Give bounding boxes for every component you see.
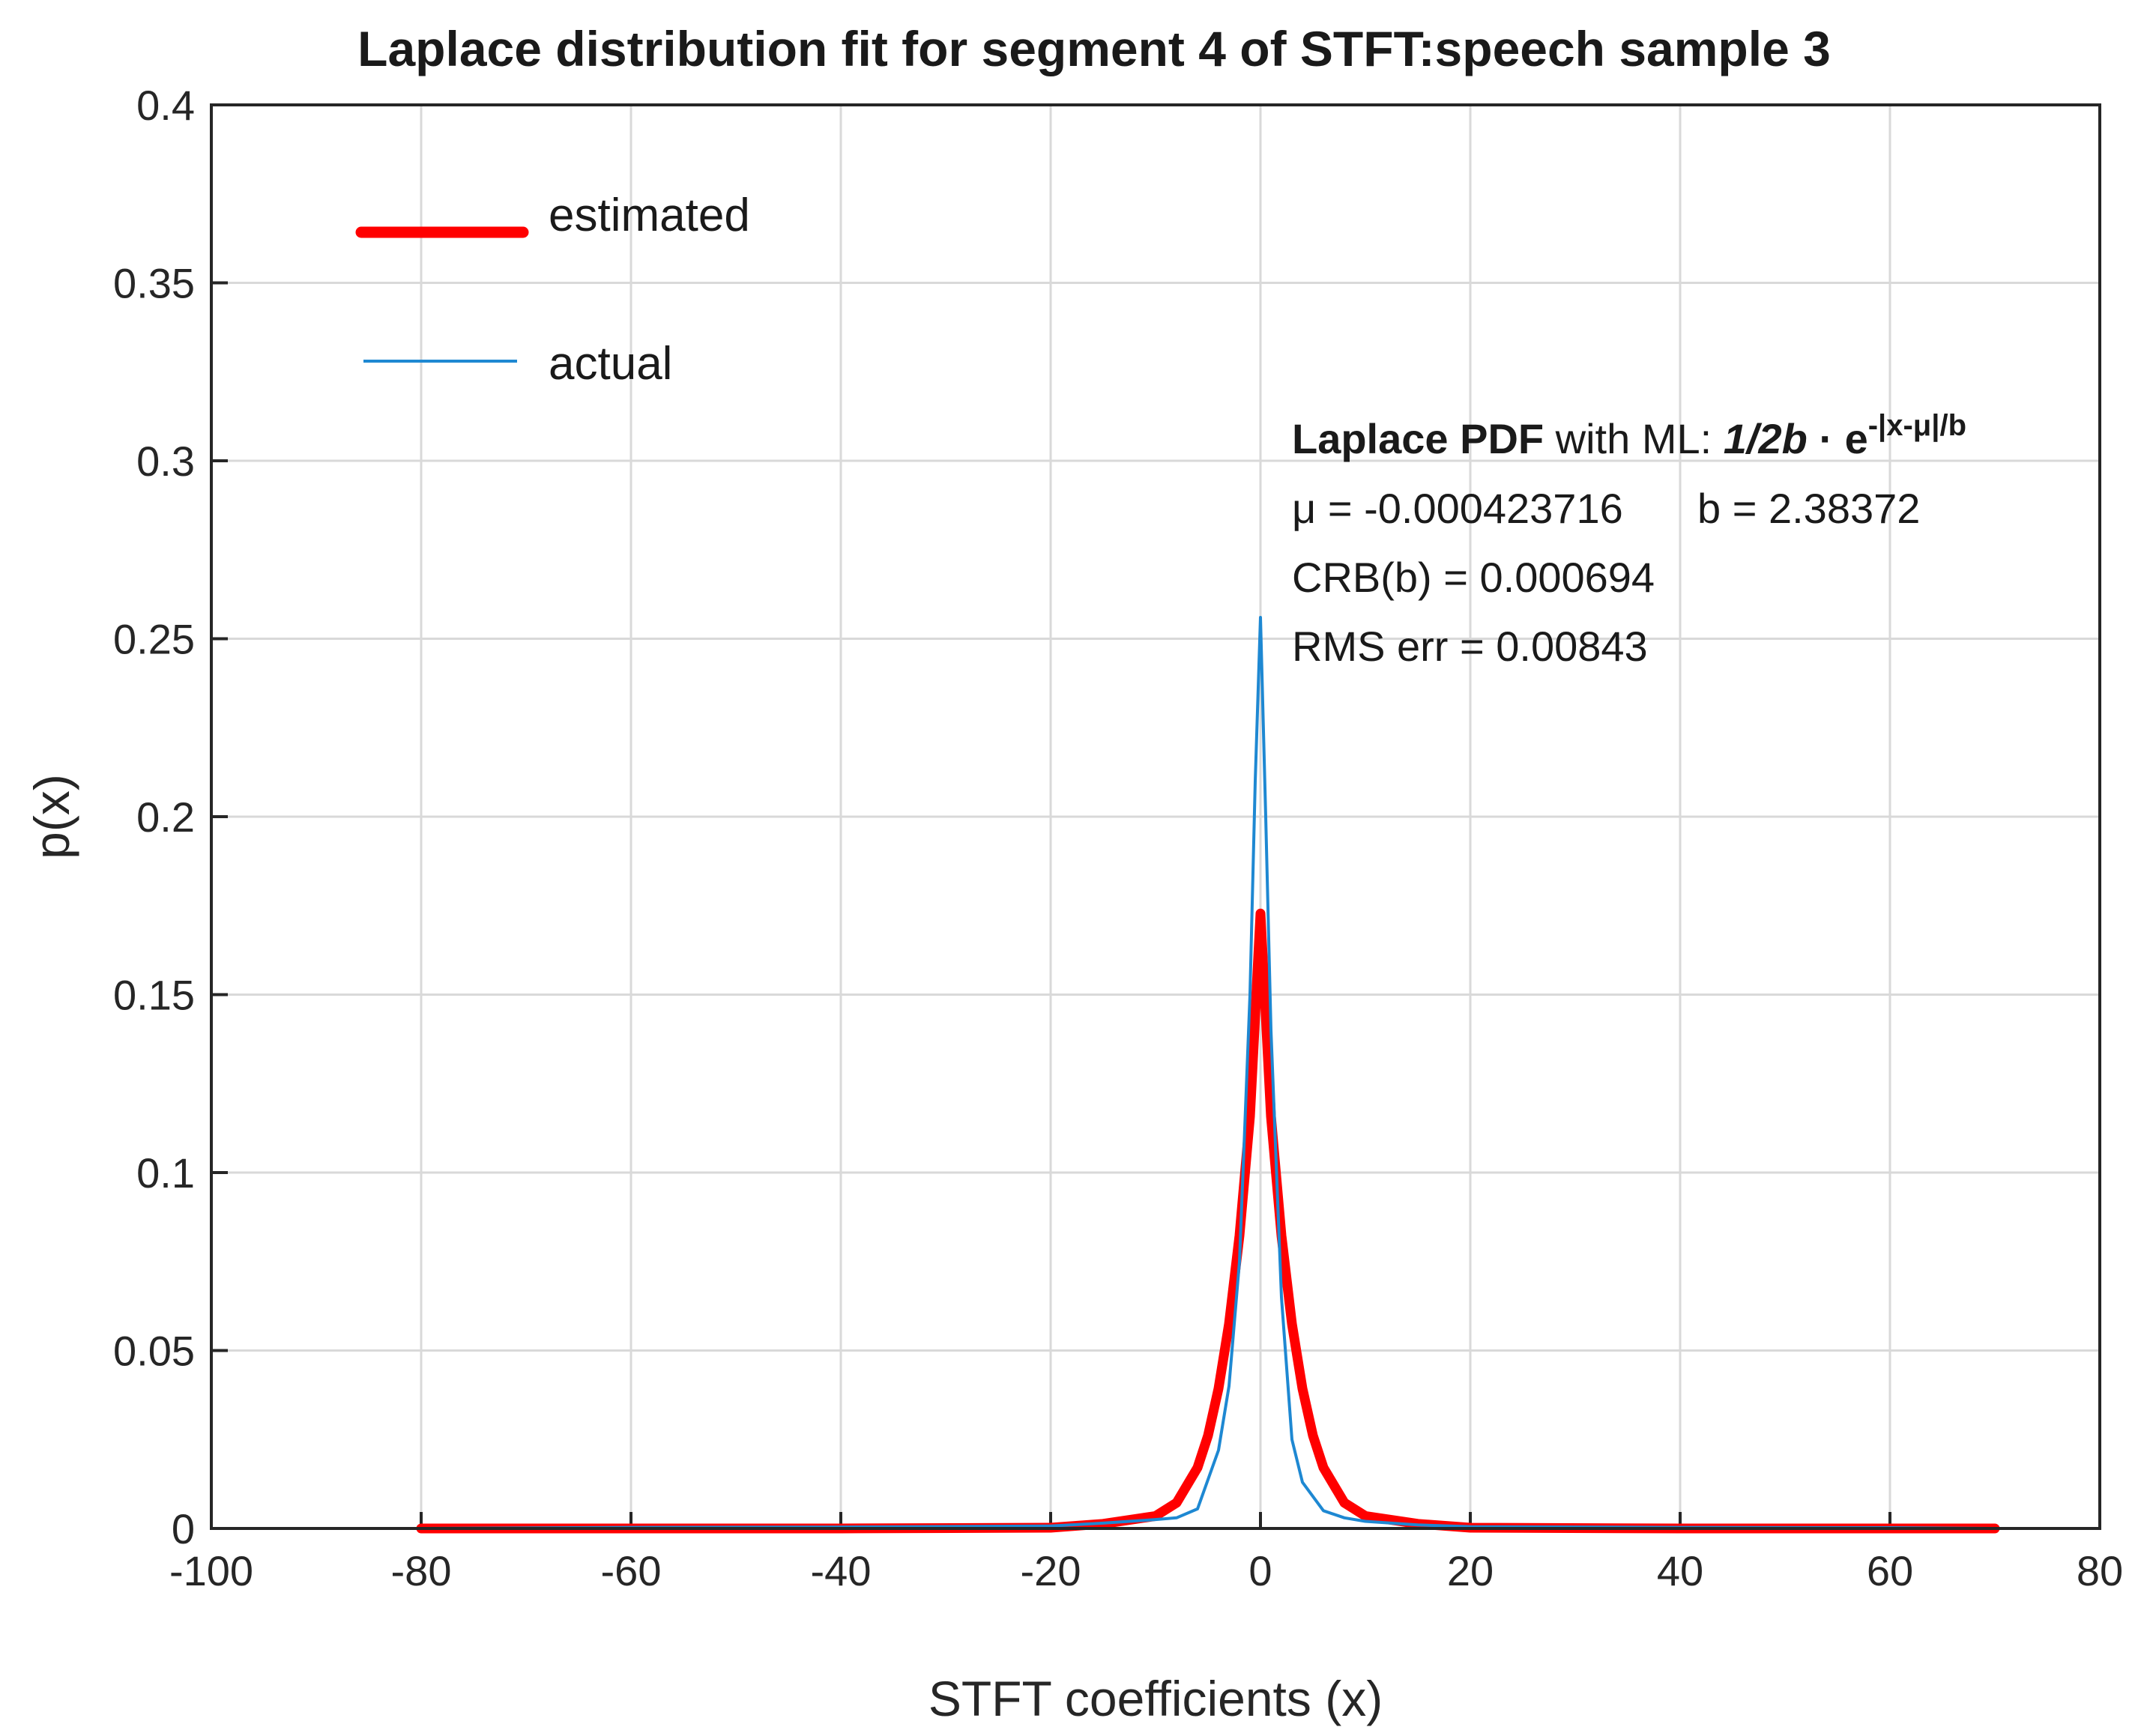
fit-annotation: Laplace PDF with ML: 1/2b · e-|x-μ|/b μ … [1292, 409, 1966, 670]
annotation-formula-exponent: -|x-μ|/b [1868, 409, 1966, 442]
x-tick-label: 0 [1248, 1547, 1272, 1594]
series-lines [416, 616, 2000, 1534]
x-tick-label: 40 [1657, 1547, 1703, 1594]
grid-lines [210, 103, 2101, 1530]
y-tick-label: 0.2 [136, 793, 195, 841]
x-tick-label: -100 [169, 1547, 253, 1594]
annotation-b: b = 2.38372 [1697, 485, 1920, 532]
y-tick-label: 0.4 [136, 82, 195, 129]
annotation-mu: μ = -0.000423716 [1292, 485, 1623, 532]
annotation-crb: CRB(b) = 0.000694 [1292, 554, 1655, 601]
x-tick-label: 60 [1867, 1547, 1913, 1594]
x-tick-label: -40 [811, 1547, 872, 1594]
annotation-lead-rest: with ML: [1544, 415, 1724, 462]
x-tick-label: 20 [1447, 1547, 1494, 1594]
annotation-formula-dot: · e [1808, 415, 1868, 462]
x-tick-label: -80 [391, 1547, 452, 1594]
y-tick-label: 0 [172, 1505, 195, 1552]
y-tick-label: 0.35 [113, 260, 195, 307]
annotation-rms: RMS err = 0.00843 [1292, 623, 1648, 670]
y-axis-ticks: 0 0.05 0.1 0.15 0.2 0.25 0.3 0.35 0.4 [113, 82, 228, 1552]
annotation-formula-coef: 1/2b [1724, 415, 1808, 462]
y-axis-label: p(x) [24, 774, 79, 859]
x-tick-label: -20 [1021, 1547, 1081, 1594]
x-axis-ticks: -100 -80 -60 -40 -20 0 20 40 60 80 [169, 1512, 2123, 1594]
legend-label-actual: actual [549, 338, 672, 390]
legend-label-estimated: estimated [549, 190, 750, 241]
x-tick-label: 80 [2077, 1547, 2123, 1594]
y-tick-label: 0.3 [136, 438, 195, 485]
y-tick-label: 0.1 [136, 1149, 195, 1197]
x-tick-label: -60 [601, 1547, 662, 1594]
y-tick-label: 0.05 [113, 1328, 195, 1375]
y-tick-label: 0.15 [113, 972, 195, 1019]
chart-title: Laplace distribution fit for segment 4 o… [357, 21, 1831, 76]
legend: estimated actual [355, 190, 750, 390]
x-axis-label: STFT coefficients (x) [928, 1671, 1383, 1726]
annotation-lead-bold: Laplace PDF [1292, 415, 1544, 462]
series-line-estimated [416, 908, 2000, 1534]
series-line-actual [420, 616, 1996, 1530]
y-tick-label: 0.25 [113, 616, 195, 663]
plot-frame [210, 103, 2101, 1530]
annotation-line-1: Laplace PDF with ML: 1/2b · e-|x-μ|/b [1292, 409, 1966, 462]
